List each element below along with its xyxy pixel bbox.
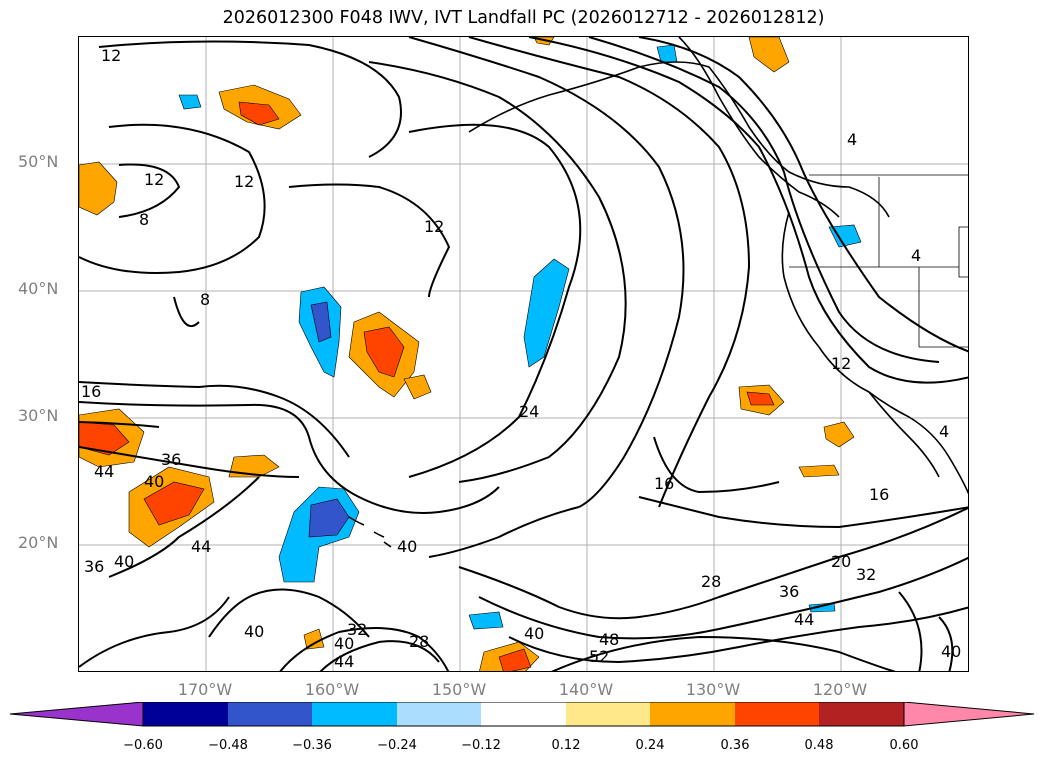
colorbar	[10, 702, 1035, 727]
coastlines	[348, 37, 968, 548]
map-title: 2026012300 F048 IWV, IVT Landfall PC (20…	[222, 8, 825, 28]
map-canvas: 12 12 12 8 8 12 16 36 40 44 44 36 40 40 …	[79, 37, 968, 671]
lon-label-120w: 120°W	[812, 680, 868, 699]
lat-label-20n: 20°N	[18, 533, 59, 552]
contour-label: 48	[599, 630, 619, 649]
patch-pos	[823, 421, 855, 448]
patch-pos	[403, 374, 432, 400]
contour-label: 20	[831, 552, 851, 571]
alaska-coast	[468, 61, 890, 218]
lon-label-150w: 150°W	[431, 680, 487, 699]
colorbar-tick: −0.12	[461, 738, 501, 753]
patch-pos	[798, 464, 840, 478]
lon-label-160w: 160°W	[304, 680, 360, 699]
contour-label: 36	[84, 557, 104, 576]
colorbar-tick: −0.36	[292, 738, 332, 753]
lat-label-50n: 50°N	[18, 152, 59, 171]
contour-label: 4	[847, 130, 857, 149]
patch-neg	[310, 301, 332, 343]
contour-label: 40	[397, 537, 417, 556]
iwv-contours	[79, 37, 968, 671]
colorbar-tick: 0.24	[635, 738, 665, 753]
contour-label: 28	[701, 572, 721, 591]
patch-neg	[468, 611, 504, 630]
contour-label: 28	[409, 632, 429, 651]
contour-label: 44	[794, 610, 814, 629]
colorbar-tick: −0.24	[377, 738, 417, 753]
colorbar-bin	[228, 702, 312, 726]
lon-label-170w: 170°W	[177, 680, 233, 699]
colorbar-bin	[735, 702, 819, 726]
lon-label-130w: 130°W	[685, 680, 741, 699]
colorbar-tick: −0.60	[123, 738, 163, 753]
colorbar-tick: 0.36	[720, 738, 750, 753]
contour-label: 12	[144, 170, 164, 189]
contour-label: 40	[244, 622, 264, 641]
contour-label: 16	[654, 474, 674, 493]
colorbar-bin	[312, 702, 397, 726]
baja	[868, 391, 940, 478]
contour-label: 32	[856, 565, 876, 584]
contour-label: 36	[161, 450, 181, 469]
patch-neg	[308, 498, 350, 538]
contour-label: 4	[911, 246, 921, 265]
lat-label-30n: 30°N	[18, 406, 59, 425]
patch-neg	[178, 94, 202, 110]
colorbar-tick: 0.48	[804, 738, 834, 753]
us-west-coast	[781, 211, 968, 495]
patch-pos	[238, 101, 280, 126]
hawaii	[348, 516, 392, 548]
colorbar-bin	[819, 702, 904, 726]
patch-pos	[498, 648, 532, 671]
colorbar-bin	[481, 702, 566, 726]
patch-neg	[828, 224, 862, 248]
contour-label: 40	[114, 552, 134, 571]
colorbar-bin	[397, 702, 481, 726]
borders	[789, 174, 968, 348]
patch-pos	[363, 326, 405, 378]
patch-pos	[746, 391, 775, 406]
contour-label: 40	[144, 472, 164, 491]
colorbar-tick: 0.12	[551, 738, 581, 753]
contour-label: 16	[81, 382, 101, 401]
canada-coast	[678, 37, 840, 218]
lon-label-140w: 140°W	[558, 680, 614, 699]
patch-neg	[523, 258, 570, 368]
contour-label: 40	[524, 624, 544, 643]
contour-label: 40	[334, 634, 354, 653]
contour-label: 44	[334, 652, 354, 671]
contour-label: 12	[234, 172, 254, 191]
patch-pos	[303, 628, 325, 650]
colorbar-extend-low	[10, 702, 144, 727]
colorbar-bin	[143, 702, 228, 726]
contour-label: 8	[139, 210, 149, 229]
contour-label: 12	[831, 354, 851, 373]
patch-pos	[79, 161, 118, 216]
colorbar-tick: 0.60	[889, 738, 919, 753]
contour-label: 36	[779, 582, 799, 601]
contour-label: 12	[101, 46, 121, 65]
contour-labels: 12 12 12 8 8 12 16 36 40 44 44 36 40 40 …	[81, 46, 961, 671]
contour-label: 16	[869, 485, 889, 504]
lat-label-40n: 40°N	[18, 279, 59, 298]
colorbar-bin	[650, 702, 735, 726]
colorbar-tick: −0.48	[208, 738, 248, 753]
contour-label: 52	[589, 647, 609, 666]
colorbar-extend-high	[903, 702, 1035, 727]
contour-label: 32	[347, 620, 367, 639]
contour-label: 40	[941, 642, 961, 661]
patch-neg	[656, 44, 678, 63]
map-panel: 12 12 12 8 8 12 16 36 40 44 44 36 40 40 …	[78, 36, 969, 672]
colorbar-bin	[566, 702, 650, 726]
patch-pos	[79, 421, 130, 456]
patch-pos	[228, 454, 280, 478]
contour-label: 12	[424, 217, 444, 236]
contour-label: 24	[519, 402, 539, 421]
contour-label: 8	[200, 290, 210, 309]
patch-pos	[143, 481, 205, 526]
contour-label: 44	[191, 537, 211, 556]
patch-pos	[748, 37, 790, 73]
contour-label: 44	[94, 462, 114, 481]
contour-label: 4	[939, 422, 949, 441]
